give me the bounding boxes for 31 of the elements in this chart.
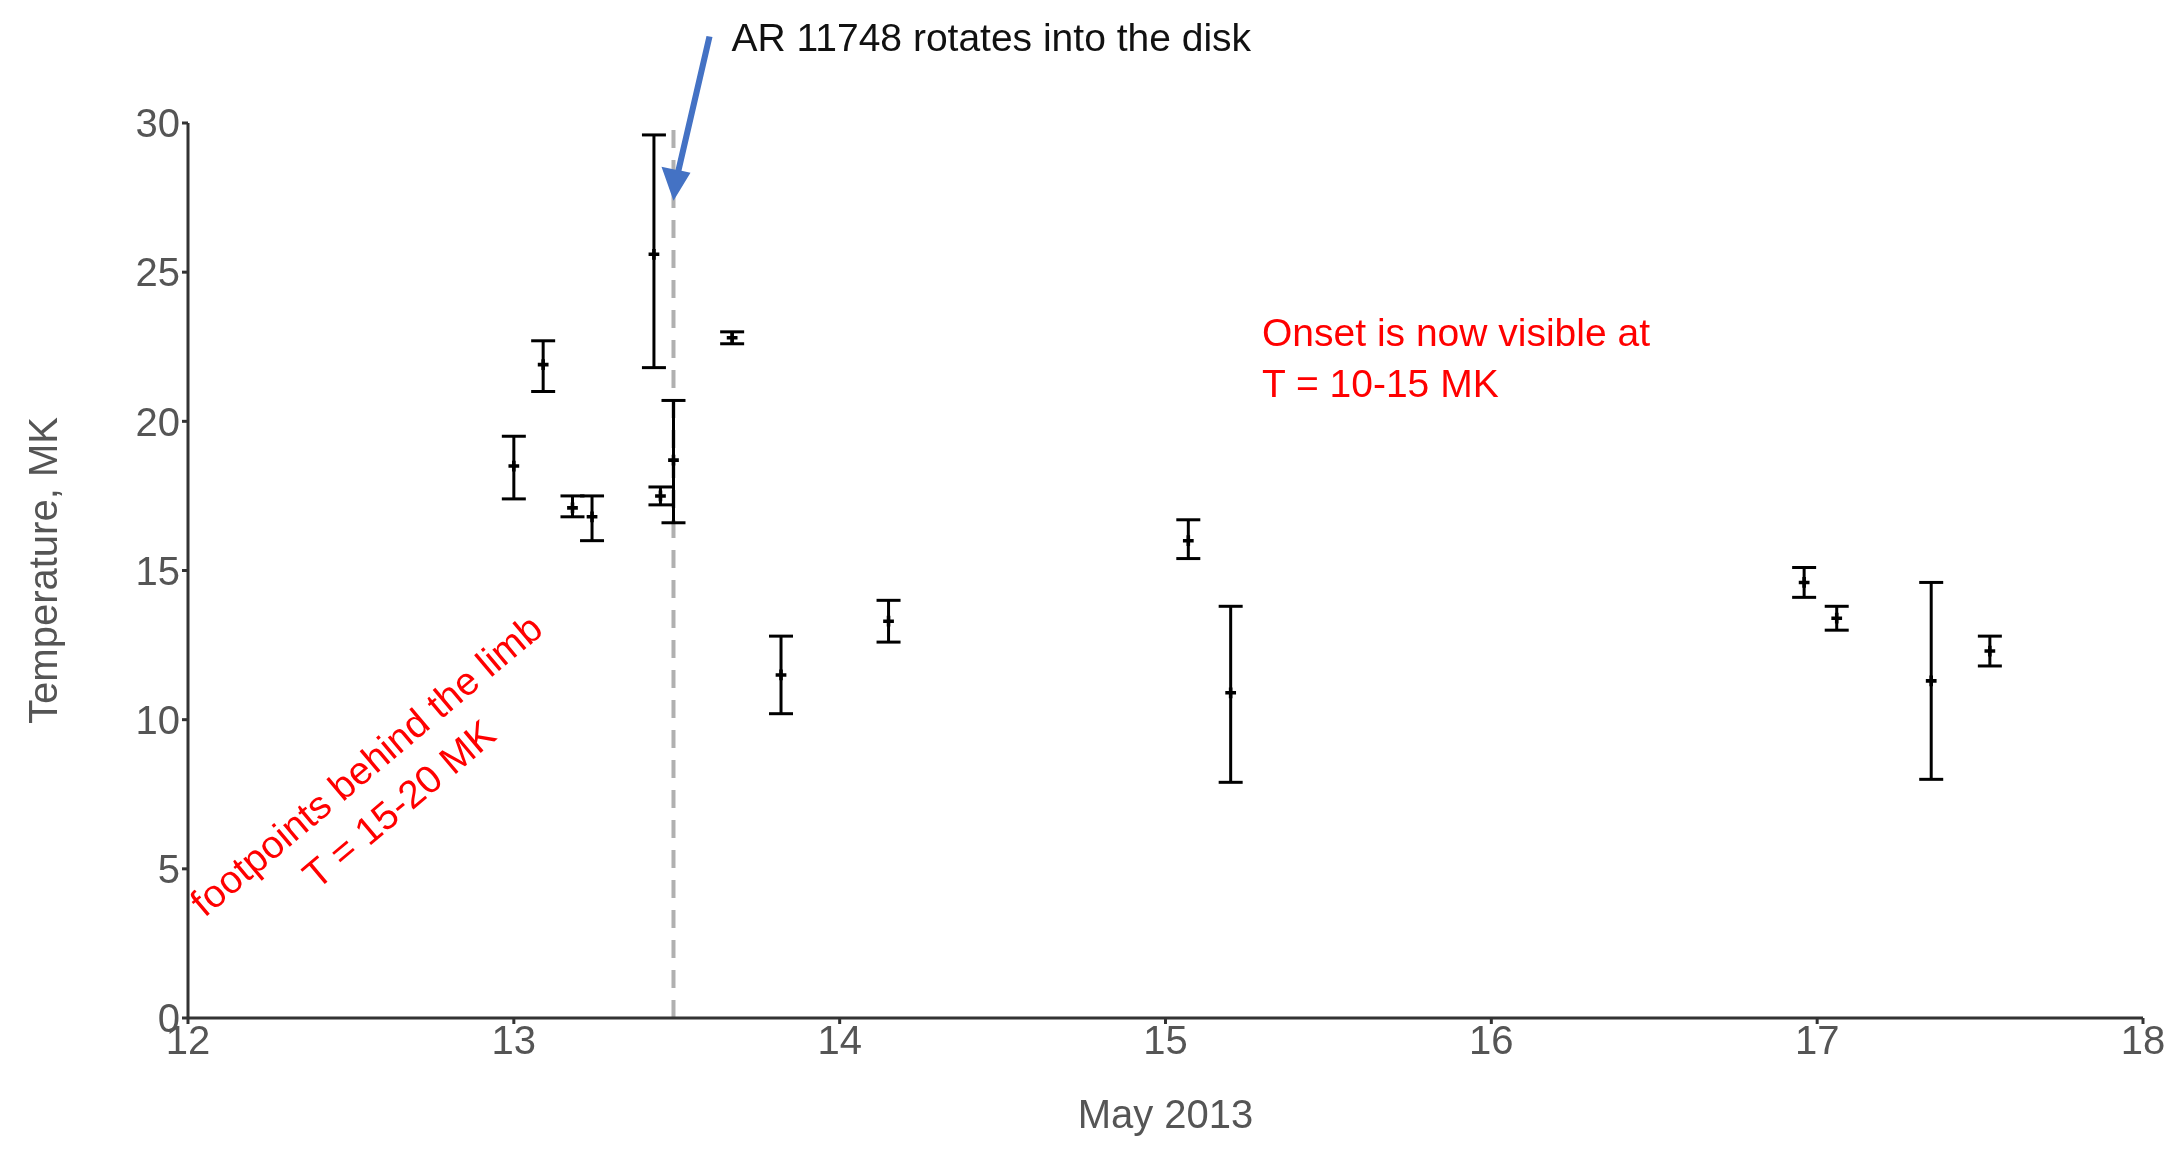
text: AR 11748 rotates into the disk xyxy=(731,16,1252,60)
x-tick-label: 13 xyxy=(491,1018,537,1063)
annotation: Onset is now visible at T = 10-15 MK xyxy=(1262,310,1651,407)
y-tick-label: 15 xyxy=(135,548,180,593)
x-tick-label: 17 xyxy=(1794,1018,1840,1063)
y-tick-label: 25 xyxy=(135,250,180,295)
y-tick-label: 30 xyxy=(135,101,180,146)
point xyxy=(1831,612,1843,624)
point xyxy=(668,454,679,466)
point xyxy=(1225,687,1237,699)
point xyxy=(883,615,894,627)
x-tick-label: 16 xyxy=(1469,1018,1514,1063)
y-axis-title: Temperature, MK xyxy=(21,416,66,724)
y-tick-label: 5 xyxy=(157,847,180,892)
point xyxy=(1984,645,1996,657)
y-tick-label: 10 xyxy=(135,697,180,742)
point xyxy=(508,460,520,472)
x-axis-title: May 2013 xyxy=(1077,1092,1254,1136)
point xyxy=(586,511,598,523)
point xyxy=(726,332,738,344)
x-tick-label: 14 xyxy=(817,1018,862,1063)
point xyxy=(567,502,578,514)
point xyxy=(655,490,666,502)
y-tick-label: 20 xyxy=(135,399,180,444)
x-tick-label: 18 xyxy=(2120,1018,2166,1063)
point xyxy=(648,248,660,260)
x-tick-label: 15 xyxy=(1143,1018,1188,1063)
point xyxy=(775,669,787,681)
point xyxy=(1925,675,1937,687)
point xyxy=(537,359,549,371)
point xyxy=(1798,577,1810,588)
